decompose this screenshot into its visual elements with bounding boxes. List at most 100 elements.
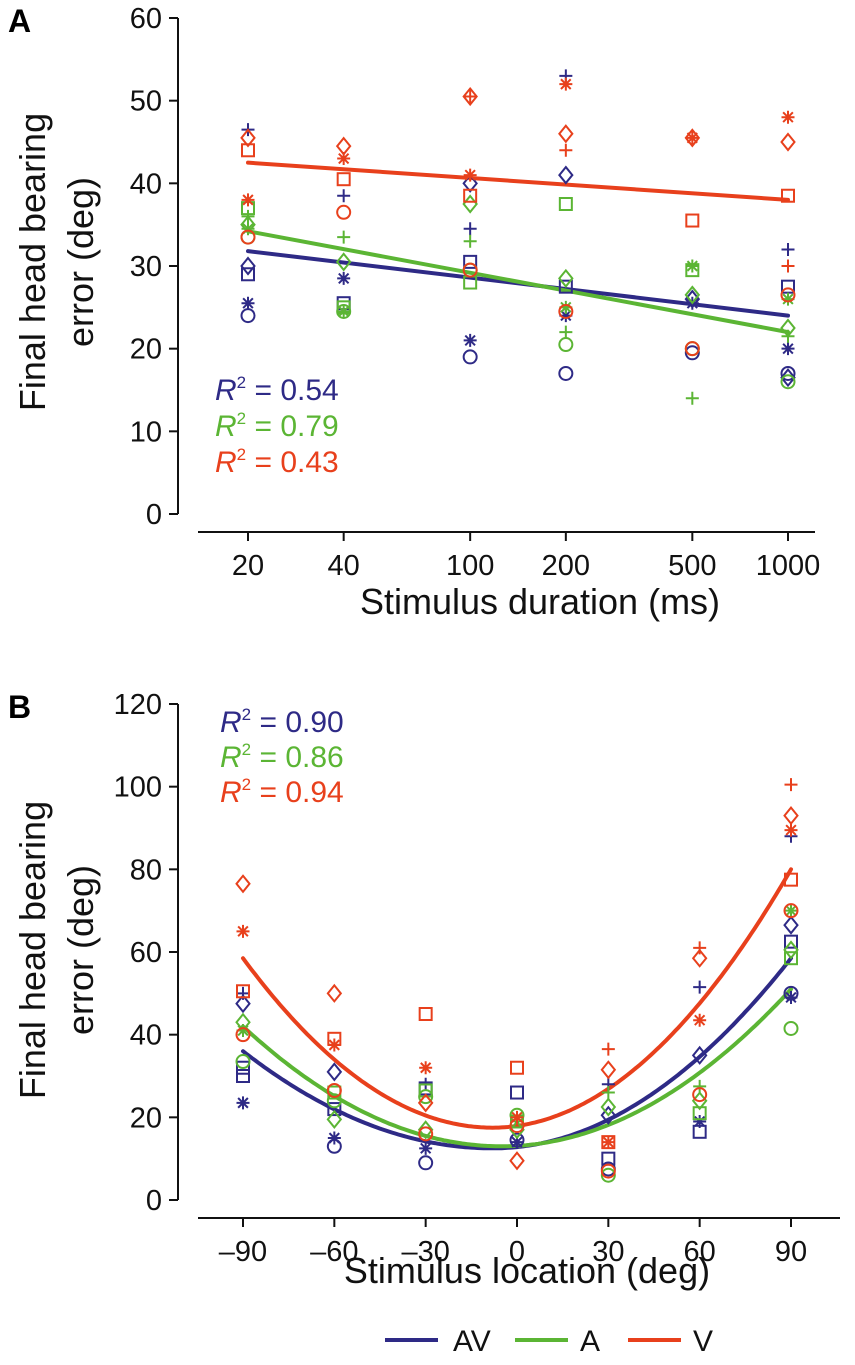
av-diamond-marker [783, 915, 799, 935]
v-legend-label: V [693, 1325, 713, 1358]
panel-a-axes: 0 10 20 30 40 50 60 20 40 100 200 500 1000 [130, 3, 821, 582]
av-diamond-marker [691, 1045, 708, 1065]
a-square-marker [692, 1106, 707, 1121]
legend: AV A V [385, 1325, 713, 1358]
av-star-marker [419, 1141, 433, 1155]
panel-a-letter: A [8, 3, 31, 39]
v-star-marker [601, 1135, 615, 1149]
a-star-marker [685, 259, 699, 273]
av-star-marker [337, 271, 351, 285]
v-plus-marker [559, 143, 573, 157]
y-tick-label: 30 [130, 251, 162, 283]
v-star-marker [241, 193, 255, 207]
panel-b-ylabel-line1: Final head bearing [12, 801, 53, 1099]
x-tick-label: –30 [401, 1236, 449, 1268]
a-circle-marker [558, 337, 574, 353]
x-tick-label: –90 [219, 1236, 267, 1268]
av-square-marker [463, 254, 478, 269]
a-diamond-marker [335, 252, 352, 272]
av-diamond-marker [558, 165, 574, 185]
v-diamond-marker [691, 948, 708, 968]
y-tick-label: 40 [130, 168, 162, 200]
av-legend-label: AV [453, 1325, 491, 1358]
av-diamond-marker [240, 256, 256, 276]
v-circle-marker [684, 341, 700, 357]
v-circle-marker [326, 1082, 342, 1098]
v-diamond-marker [509, 1151, 525, 1171]
av-diamond-marker [462, 173, 478, 193]
av-diamond-marker [780, 368, 796, 388]
y-tick-label: 50 [130, 86, 162, 118]
v-fit-line [246, 160, 790, 202]
v-plus-marker [463, 90, 477, 104]
x-tick-label: 1000 [756, 550, 821, 582]
v-diamond-marker [240, 128, 256, 148]
panel-b-points [235, 778, 799, 1183]
v-square-marker [336, 172, 351, 187]
v-circle-marker [692, 1087, 708, 1103]
x-tick-label: 100 [446, 550, 494, 582]
av-star-marker [784, 990, 798, 1004]
av-square-marker [241, 267, 255, 282]
av-star-marker [781, 342, 795, 356]
a-plus-marker [693, 1079, 707, 1093]
v-circle-marker [462, 262, 478, 278]
a-star-marker [781, 292, 795, 306]
av-r2-label: R2 = 0.90 [220, 705, 344, 739]
a-legend-label: A [580, 1325, 600, 1358]
av-circle-marker [783, 985, 799, 1001]
a-diamond-marker [558, 268, 574, 288]
v-square-marker [236, 984, 250, 999]
v-star-marker [337, 152, 351, 166]
v-diamond-marker [462, 86, 478, 107]
av-plus-marker [337, 189, 351, 203]
av-circle-marker [418, 1155, 434, 1171]
a-diamond-marker [684, 285, 701, 305]
v-star-marker [559, 77, 573, 91]
v-diamond-marker [783, 806, 799, 826]
v-fit-curve [241, 867, 793, 1130]
av-diamond-marker [326, 1062, 343, 1082]
v-plus-marker [781, 259, 795, 273]
av-plus-marker [693, 980, 707, 994]
y-tick-label: 100 [114, 772, 162, 804]
v-star-marker [693, 1013, 707, 1027]
av-diamond-marker [600, 1105, 617, 1125]
v-star-marker [685, 131, 699, 145]
x-tick-label: 30 [592, 1236, 624, 1268]
av-circle-marker [462, 349, 478, 365]
v-circle-marker [783, 903, 799, 919]
v-diamond-marker [335, 136, 352, 156]
a-star-marker [236, 1024, 250, 1038]
a-diamond-marker [509, 1120, 525, 1140]
v-square-marker [463, 188, 478, 203]
x-tick-label: 20 [232, 550, 264, 582]
v-diamond-marker [684, 128, 701, 148]
av-circle-marker [684, 345, 700, 361]
panel-b: B Final head bearing error (deg) Stimulu… [8, 689, 840, 1291]
a-r2-label: R2 = 0.79 [215, 409, 339, 443]
v-circle-marker [336, 204, 352, 220]
y-tick-label: 20 [130, 334, 162, 366]
v-star-marker [784, 823, 798, 837]
av-r2-label: R2 = 0.54 [215, 373, 339, 407]
x-tick-label: 40 [328, 550, 360, 582]
a-square-marker [784, 951, 798, 966]
v-r2-label: R2 = 0.43 [215, 445, 339, 479]
panel-a-ylabel-line1: Final head bearing [12, 113, 53, 411]
v-star-marker [510, 1110, 524, 1124]
v-square-marker [784, 872, 798, 887]
v-circle-marker [558, 303, 574, 319]
a-plus-marker [559, 325, 573, 339]
v-star-marker [327, 1038, 341, 1052]
a-diamond-marker [600, 1097, 617, 1117]
panel-b-fit-lines [241, 867, 793, 1151]
v-diamond-marker [326, 983, 343, 1003]
y-tick-label: 60 [130, 3, 162, 35]
a-diamond-marker [783, 940, 799, 960]
y-tick-label: 0 [146, 499, 162, 531]
panel-b-ylabel-line2: error (deg) [60, 865, 101, 1035]
v-diamond-marker [780, 132, 796, 152]
x-tick-label: 0 [509, 1236, 525, 1268]
v-circle-marker [240, 229, 256, 245]
